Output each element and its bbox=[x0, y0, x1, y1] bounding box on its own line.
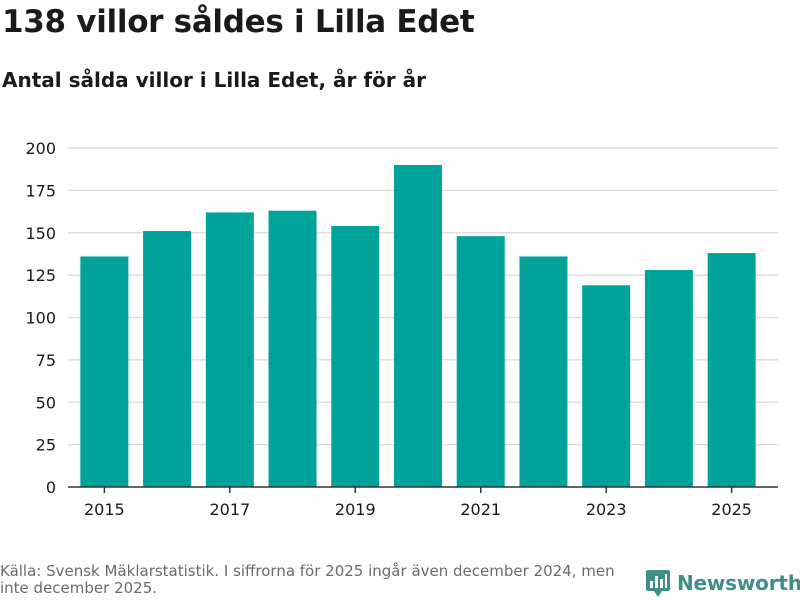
bar-2023 bbox=[582, 285, 631, 487]
y-tick-label: 200 bbox=[25, 139, 56, 158]
y-tick-label: 75 bbox=[36, 351, 56, 370]
x-tick-label: 2017 bbox=[209, 500, 250, 519]
y-tick-label: 25 bbox=[36, 436, 56, 455]
bar-2021 bbox=[456, 236, 505, 487]
y-tick-label: 50 bbox=[36, 393, 56, 412]
bar-2015 bbox=[80, 256, 129, 487]
x-tick-label: 2025 bbox=[711, 500, 752, 519]
y-tick-label: 100 bbox=[25, 309, 56, 328]
bar-2022 bbox=[519, 256, 568, 487]
chart-title: 138 villor såldes i Lilla Edet bbox=[2, 4, 475, 40]
y-axis-tick-labels: 0 25 50 75 100 125 150 175 200 bbox=[25, 139, 56, 497]
x-tick-label: 2023 bbox=[586, 500, 627, 519]
newsworthy-logo-icon bbox=[646, 570, 670, 597]
y-tick-label: 150 bbox=[25, 224, 56, 243]
bars bbox=[80, 164, 756, 487]
x-tick-label: 2015 bbox=[84, 500, 125, 519]
brand-name: Newsworthy bbox=[677, 571, 800, 595]
bar-2019 bbox=[331, 225, 380, 487]
chart-subtitle: Antal sålda villor i Lilla Edet, år för … bbox=[2, 68, 426, 92]
y-tick-label: 175 bbox=[25, 181, 56, 200]
bar-2020 bbox=[394, 164, 442, 487]
bar-2025 bbox=[707, 253, 756, 487]
bar-2017 bbox=[205, 212, 254, 487]
y-tick-label: 0 bbox=[46, 478, 56, 497]
source-note: Källa: Svensk Mäklarstatistik. I siffror… bbox=[0, 562, 615, 597]
bar-2024 bbox=[644, 270, 693, 487]
x-tick-label: 2019 bbox=[335, 500, 376, 519]
x-tick-label: 2021 bbox=[460, 500, 501, 519]
y-tick-label: 125 bbox=[25, 266, 56, 285]
newsworthy-logo: Newsworthy bbox=[645, 568, 800, 598]
bar-2018 bbox=[268, 210, 317, 487]
bar-2016 bbox=[143, 231, 192, 487]
x-axis-ticks: 2015 2017 2019 2021 2023 2025 bbox=[84, 487, 752, 519]
